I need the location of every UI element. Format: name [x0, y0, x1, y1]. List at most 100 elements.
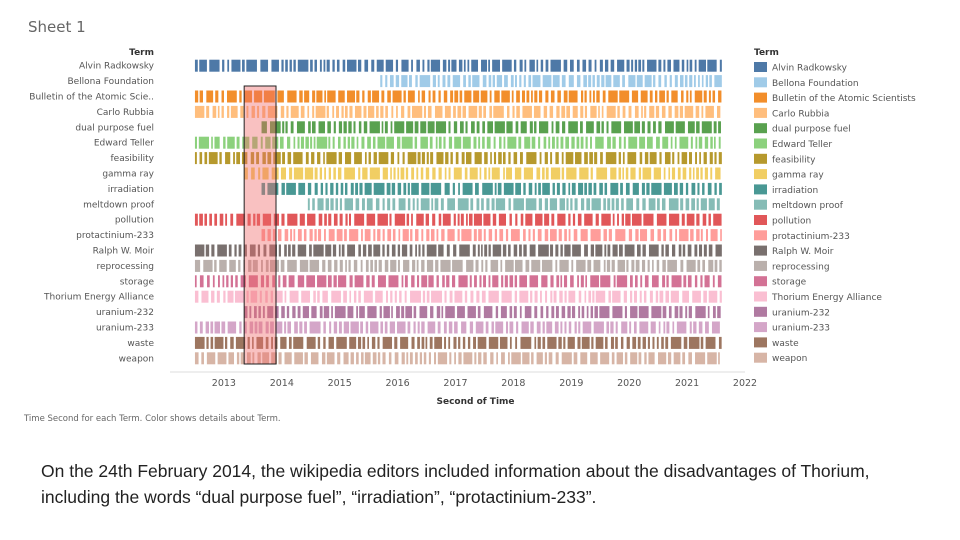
revision-mark: [284, 244, 287, 257]
revision-mark: [492, 244, 502, 257]
revision-mark: [370, 321, 379, 334]
revision-mark: [426, 290, 430, 303]
revision-mark: [280, 259, 285, 272]
revision-mark: [563, 90, 568, 103]
revision-mark: [425, 213, 430, 226]
revision-mark: [221, 321, 226, 334]
revision-mark: [419, 352, 423, 365]
revision-mark: [373, 152, 377, 165]
revision-mark: [373, 244, 381, 257]
revision-mark: [391, 182, 396, 195]
revision-mark: [622, 167, 625, 180]
revision-mark: [227, 105, 230, 118]
revision-mark: [421, 259, 425, 272]
x-tick-label: 2021: [675, 378, 699, 389]
revision-mark: [544, 198, 549, 211]
revision-mark: [662, 275, 666, 288]
revision-mark: [693, 75, 696, 88]
revision-mark: [385, 75, 388, 88]
revision-mark: [261, 182, 266, 195]
revision-mark: [628, 136, 638, 149]
revision-mark: [199, 152, 203, 165]
revision-mark: [488, 336, 499, 349]
revision-mark: [552, 75, 560, 88]
revision-mark: [646, 182, 650, 195]
revision-mark: [559, 259, 569, 272]
revision-mark: [246, 290, 249, 303]
revision-mark: [194, 275, 197, 288]
revision-mark: [293, 152, 303, 165]
revision-mark: [637, 336, 641, 349]
revision-mark: [708, 90, 711, 103]
revision-mark: [700, 198, 707, 211]
revision-mark: [434, 198, 439, 211]
revision-mark: [300, 136, 304, 149]
revision-mark: [635, 275, 638, 288]
revision-mark: [488, 59, 491, 72]
revision-mark: [267, 229, 271, 242]
revision-mark: [287, 213, 298, 226]
revision-mark: [254, 306, 257, 319]
revision-mark: [568, 182, 571, 195]
revision-mark: [438, 136, 442, 149]
revision-mark: [501, 90, 510, 103]
revision-mark: [576, 259, 586, 272]
revision-mark: [260, 136, 263, 149]
revision-mark: [560, 321, 563, 334]
revision-mark: [709, 75, 712, 88]
revision-mark: [592, 90, 595, 103]
revision-mark: [695, 352, 706, 365]
revision-mark: [367, 306, 377, 319]
revision-mark: [297, 306, 301, 319]
revision-mark: [210, 321, 214, 334]
revision-mark: [447, 229, 455, 242]
revision-mark: [498, 152, 502, 165]
revision-mark: [717, 306, 721, 319]
revision-mark: [365, 259, 369, 272]
revision-mark: [664, 152, 671, 165]
revision-mark: [469, 321, 474, 334]
revision-mark: [576, 59, 580, 72]
revision-mark: [432, 75, 436, 88]
revision-mark: [328, 167, 331, 180]
revision-mark: [324, 213, 327, 226]
revision-mark: [286, 306, 290, 319]
revision-mark: [377, 352, 381, 365]
revision-mark: [686, 259, 696, 272]
revision-mark: [718, 152, 722, 165]
revision-mark: [431, 290, 443, 303]
revision-mark: [586, 198, 591, 211]
revision-mark: [658, 321, 661, 334]
revision-mark: [397, 259, 400, 272]
revision-mark: [630, 275, 633, 288]
revision-mark: [420, 167, 424, 180]
revision-mark: [452, 75, 461, 88]
revision-mark: [280, 336, 287, 349]
revision-mark: [536, 167, 541, 180]
revision-mark: [367, 90, 371, 103]
revision-mark: [714, 182, 717, 195]
revision-mark: [458, 336, 461, 349]
revision-mark: [332, 105, 335, 118]
revision-mark: [327, 259, 332, 272]
revision-mark: [414, 121, 419, 134]
revision-mark: [262, 105, 266, 118]
revision-mark: [688, 306, 692, 319]
revision-mark: [523, 167, 533, 180]
revision-mark: [218, 275, 220, 288]
revision-mark: [491, 321, 494, 334]
revision-mark: [371, 336, 376, 349]
revision-mark: [717, 275, 722, 288]
revision-mark: [332, 136, 335, 149]
revision-mark: [618, 167, 622, 180]
revision-mark: [534, 306, 538, 319]
revision-mark: [700, 336, 704, 349]
revision-mark: [572, 105, 578, 118]
revision-mark: [640, 275, 643, 288]
revision-mark: [539, 290, 542, 303]
revision-mark: [674, 136, 677, 149]
revision-mark: [626, 59, 630, 72]
revision-mark: [718, 352, 720, 365]
revision-mark: [432, 167, 436, 180]
revision-mark: [478, 229, 482, 242]
